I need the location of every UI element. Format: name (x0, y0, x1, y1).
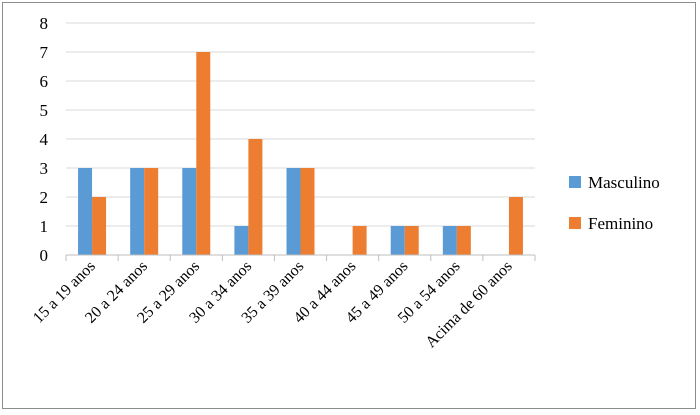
legend-label: Masculino (588, 173, 660, 192)
legend-swatch-feminino (569, 217, 581, 229)
y-tick-labels: 0 1 2 3 4 5 6 7 8 (40, 14, 49, 265)
axes (65, 254, 536, 261)
bar-feminino (92, 197, 107, 255)
bar-masculino (78, 168, 93, 255)
bar-masculino (182, 168, 197, 255)
bar-feminino (248, 139, 263, 255)
bar-feminino (144, 168, 159, 255)
bar-feminino (508, 197, 523, 255)
bar-masculino (442, 226, 457, 255)
bar-masculino (234, 226, 249, 255)
legend-swatch-masculino (569, 176, 581, 188)
bar-feminino (456, 226, 471, 255)
y-tick-label: 8 (40, 14, 49, 33)
bar-masculino (286, 168, 301, 255)
y-tick-label: 0 (40, 246, 49, 265)
y-tick-label: 4 (40, 130, 49, 149)
y-tick-label: 1 (40, 217, 49, 236)
y-tick-label: 6 (40, 72, 49, 91)
bar-feminino (300, 168, 315, 255)
bar-masculino (130, 168, 145, 255)
bar-feminino (196, 52, 211, 255)
y-tick-label: 5 (40, 101, 49, 120)
bars (78, 52, 523, 255)
bar-feminino (404, 226, 419, 255)
y-tick-label: 2 (40, 188, 49, 207)
bar-feminino (352, 226, 367, 255)
bar-masculino (390, 226, 405, 255)
legend-label: Feminino (588, 214, 653, 233)
y-tick-label: 3 (40, 159, 49, 178)
chart-frame: 0 1 2 3 4 5 6 7 8 15 a 19 anos 20 a 24 anos 25 a 2… (2, 2, 696, 409)
y-tick-label: 7 (40, 43, 49, 62)
legend: Masculino Feminino (569, 173, 660, 233)
